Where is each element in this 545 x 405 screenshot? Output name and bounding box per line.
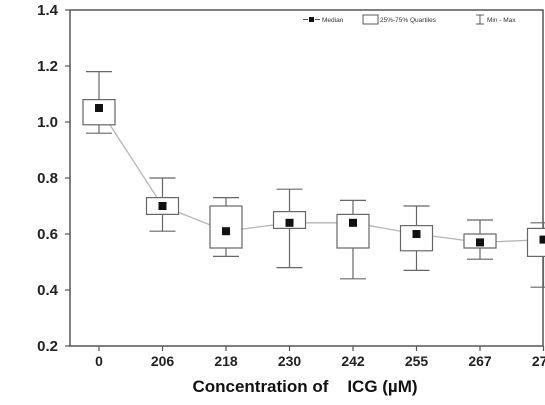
y-axis: 0.2 0.4 0.6 0.8 1.0 1.2 1.4: [37, 2, 70, 355]
median-marker: [95, 104, 103, 112]
box-series: [82, 70, 545, 288]
box-206: [145, 177, 180, 232]
x-tick-label: 255: [405, 353, 429, 369]
x-tick-label: 230: [278, 353, 302, 369]
quartile-box: [399, 225, 434, 252]
y-tick-label: 0.8: [37, 170, 58, 187]
box-279: [526, 222, 545, 288]
box-242: [336, 199, 370, 280]
median-marker: [412, 230, 421, 238]
plot-frame: [69, 9, 544, 347]
quartile-box: [209, 205, 243, 249]
legend-quartile-label: 25%-75% Quartiles: [380, 17, 437, 24]
legend: Median 25%-75% Quartiles Min - Max: [303, 14, 516, 25]
box-218: [209, 197, 243, 257]
y-tick-label: 1.2: [37, 58, 58, 75]
quartile-box: [526, 227, 545, 257]
y-tick-label: 0.4: [37, 282, 59, 299]
box-267: [463, 219, 497, 260]
x-tick-label: 206: [151, 353, 175, 369]
median-marker: [476, 238, 484, 247]
median-marker: [222, 227, 230, 236]
median-marker: [158, 202, 167, 210]
y-tick-label: 0.2: [37, 338, 58, 355]
x-tick-label: 242: [341, 353, 365, 369]
box-230: [272, 188, 307, 269]
legend-median-marker: [309, 17, 314, 22]
y-tick-label: 1.4: [37, 2, 59, 19]
quartile-box: [82, 98, 116, 126]
x-axis-title: Concentration of ICG (µM): [192, 377, 417, 396]
x-axis: 0 206 218 230 242 255 267 279: [95, 346, 545, 369]
y-tick-label: 1.0: [37, 114, 58, 131]
median-marker: [539, 235, 545, 244]
x-tick-label: 279: [532, 353, 545, 369]
box-0: [82, 70, 116, 134]
legend-minmax-marker: [476, 14, 484, 25]
median-trend-line: [98, 107, 544, 244]
box-255: [399, 205, 434, 271]
median-connector: [98, 107, 544, 244]
legend-minmax-label: Min - Max: [487, 17, 516, 24]
legend-median-label: Median: [322, 17, 344, 24]
median-marker: [349, 218, 357, 227]
x-tick-label: 0: [95, 353, 103, 369]
legend-quartile-swatch: [362, 14, 379, 25]
x-tick-label: 218: [214, 353, 238, 369]
y-tick-label: 0.6: [37, 226, 58, 243]
median-marker: [285, 218, 294, 227]
x-tick-label: 267: [468, 353, 492, 369]
